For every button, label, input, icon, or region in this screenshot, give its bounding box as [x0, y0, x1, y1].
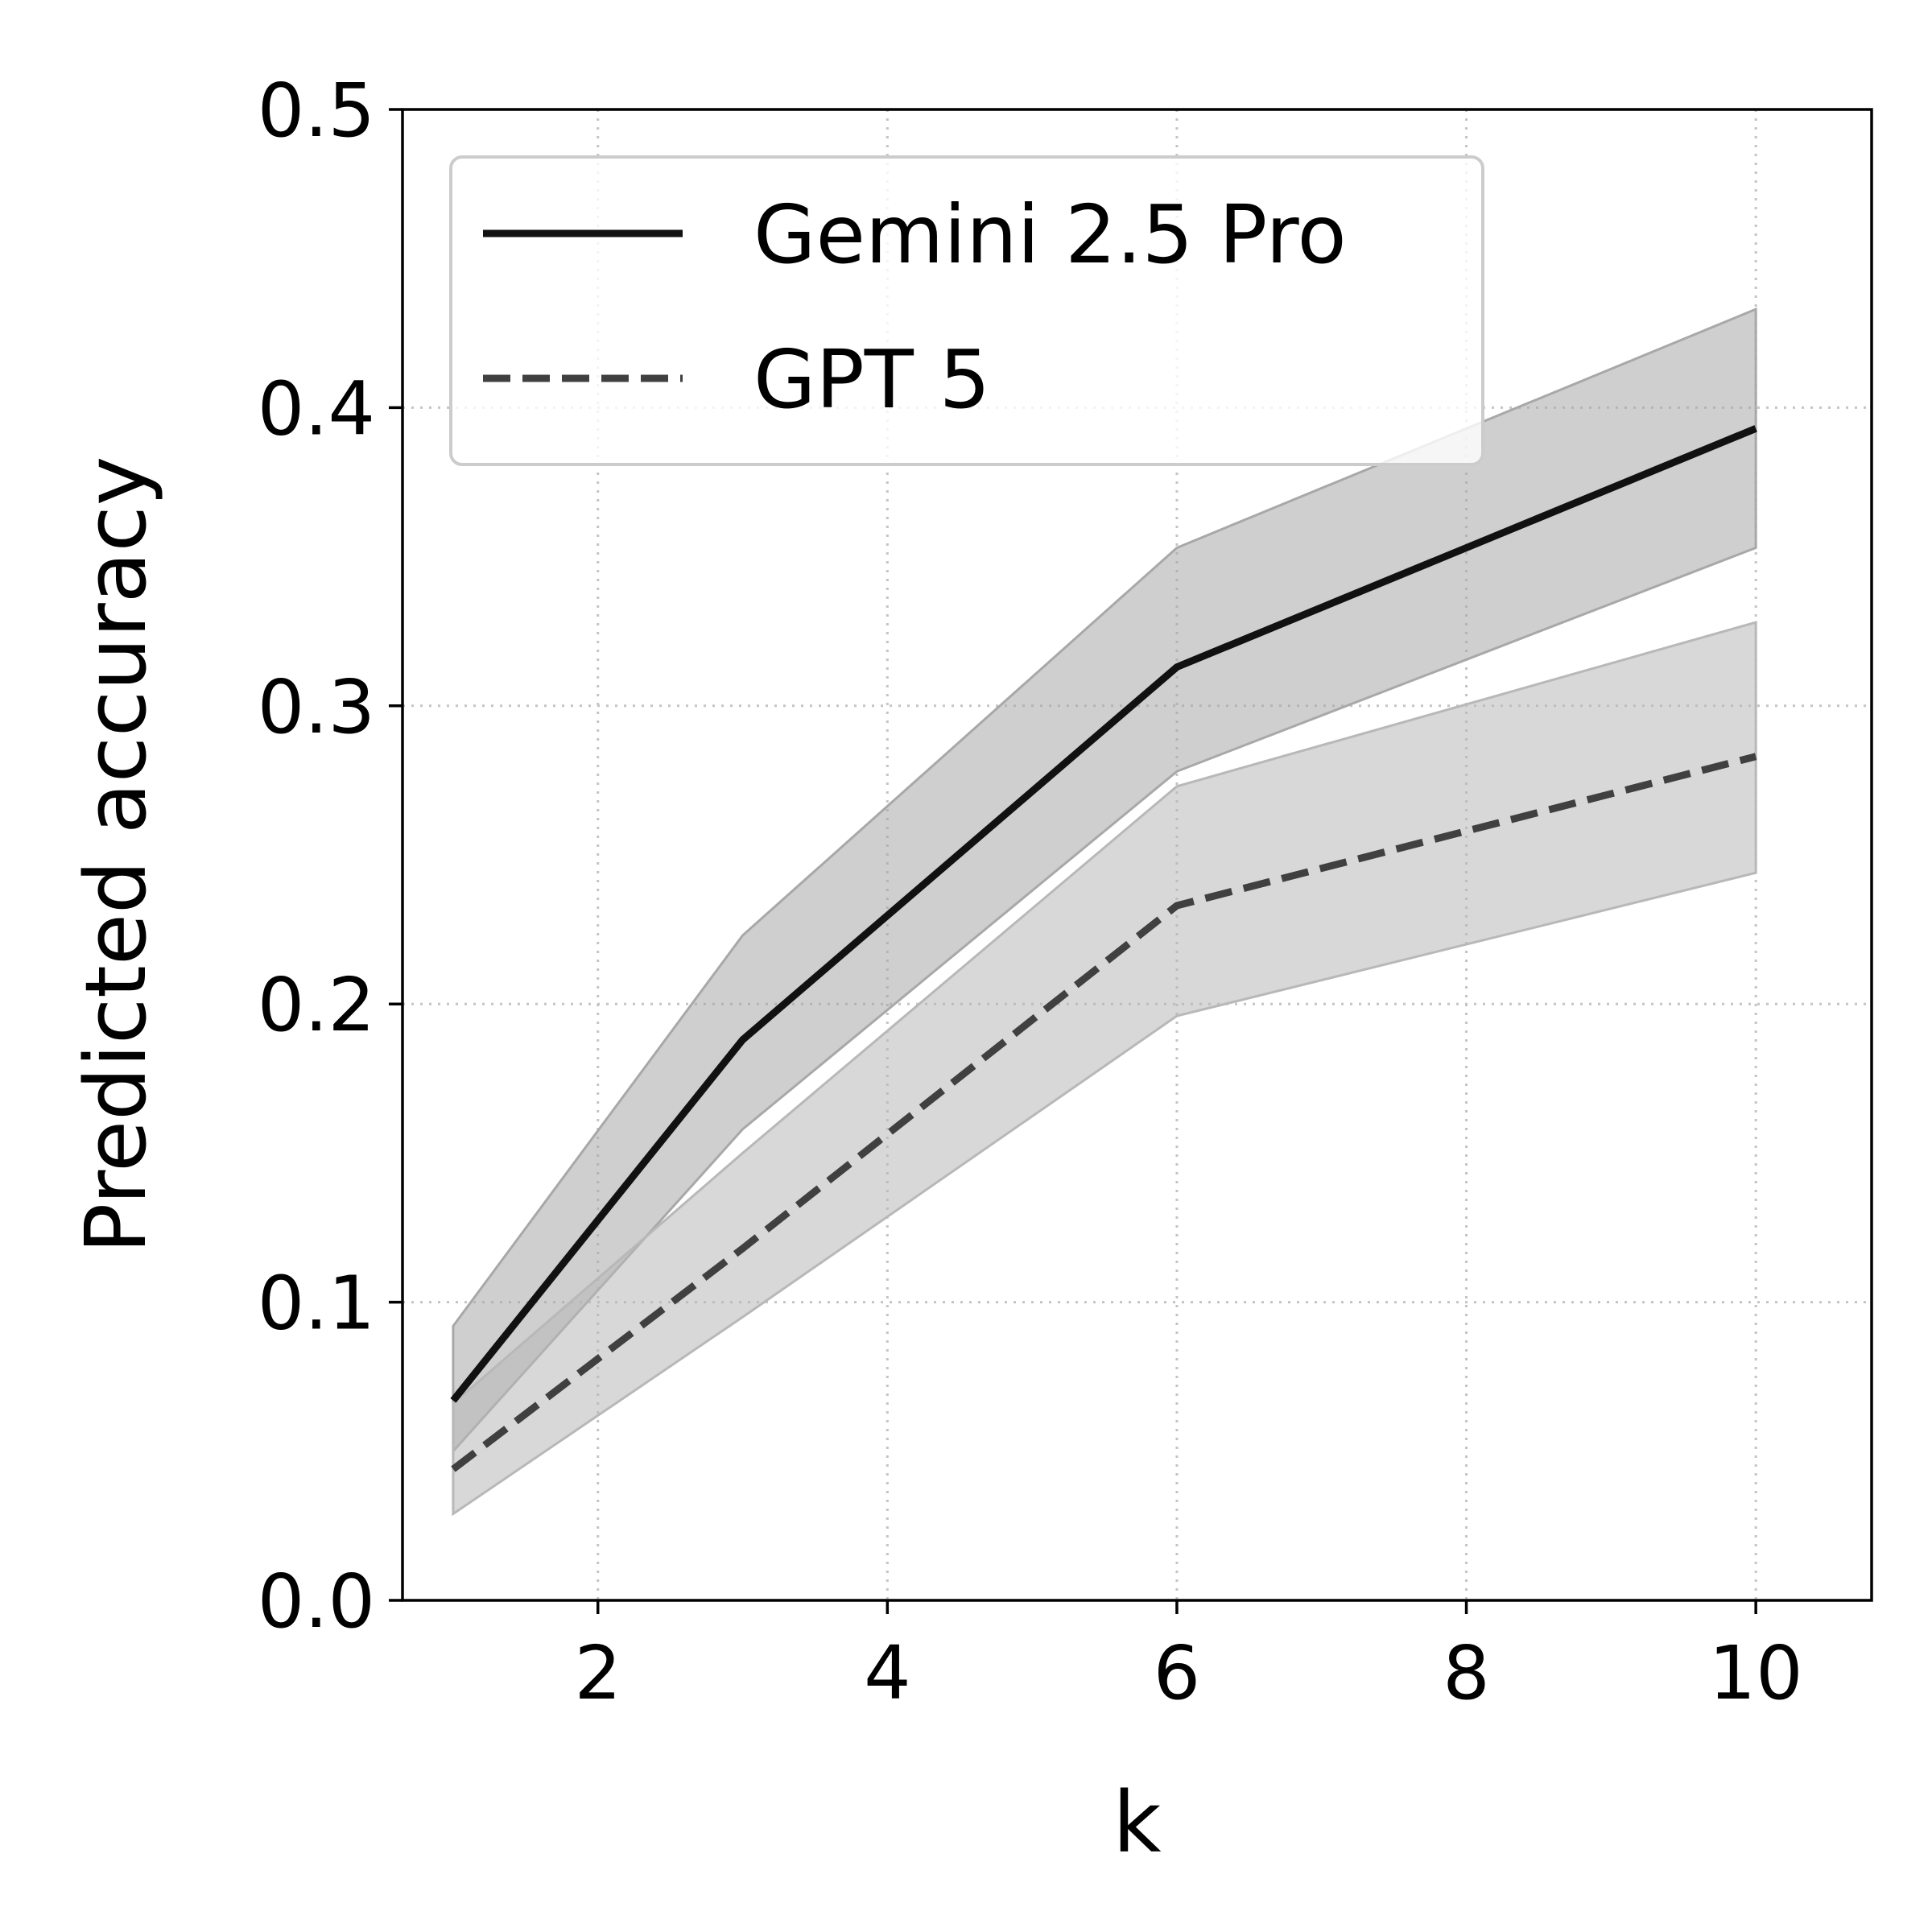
y-tick-label-0.2: 0.2: [258, 962, 375, 1048]
confidence-bands: [452, 307, 1757, 1517]
y-tick-label-0.3: 0.3: [258, 664, 375, 750]
y-tick-label-0.4: 0.4: [258, 365, 375, 452]
band-gpt-5: [452, 621, 1757, 1517]
legend-label-gemini-2-5-pro: Gemini 2.5 Pro: [753, 188, 1347, 282]
x-axis-label: k: [1113, 1773, 1161, 1872]
x-tick-label-2: 2: [574, 1630, 621, 1716]
y-tick-label-0.5: 0.5: [258, 68, 375, 154]
legend: Gemini 2.5 Pro GPT 5: [449, 155, 1484, 466]
x-tick-label-4: 4: [864, 1630, 911, 1716]
line-gemini-2-5-pro: [450, 425, 1757, 1403]
x-tick-label-6: 6: [1154, 1630, 1201, 1716]
x-tick-label-8: 8: [1443, 1630, 1490, 1716]
line-gpt-5: [451, 753, 1757, 1472]
x-tick-label-10: 10: [1709, 1630, 1803, 1716]
plot-frame: [401, 108, 1873, 1602]
legend-box: [449, 155, 1484, 466]
legend-label-gpt-5: GPT 5: [753, 332, 990, 427]
series-lines: [450, 425, 1757, 1472]
axis-ticks: 2 4 6 8 10 0.0 0.1 0.2 0.3 0.4 0.5: [258, 68, 1803, 1716]
y-axis-label: Predicted accuracy: [67, 456, 165, 1254]
y-tick-label-0.1: 0.1: [258, 1261, 375, 1347]
y-tick-label-0.0: 0.0: [258, 1558, 375, 1645]
